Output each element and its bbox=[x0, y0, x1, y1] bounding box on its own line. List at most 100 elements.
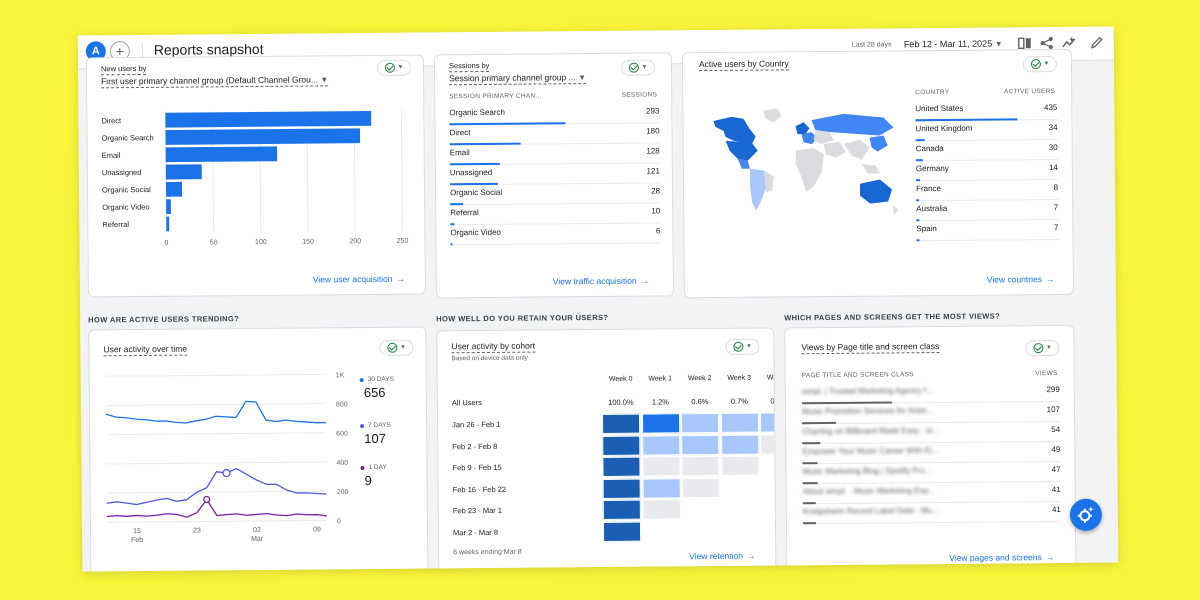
view-pages-link[interactable]: View pages and screens → bbox=[949, 552, 1054, 563]
compare-check-button[interactable]: ▼ bbox=[620, 59, 656, 76]
view-user-acquisition-link[interactable]: View user acquisition → bbox=[313, 274, 405, 285]
cohort-cell[interactable] bbox=[602, 499, 641, 520]
category-label: Organic Video bbox=[102, 202, 149, 211]
table-row[interactable]: Kneipsheim Record Label Debt - Mu... 41 bbox=[802, 501, 1061, 525]
dimension-selector[interactable]: Session primary channel group ... ▼ bbox=[449, 72, 587, 86]
hover-point bbox=[222, 468, 231, 478]
all-users-value: 1.2% bbox=[651, 397, 669, 407]
cohort-cell[interactable] bbox=[641, 413, 680, 434]
cohort-cell[interactable] bbox=[720, 434, 759, 455]
gridline bbox=[105, 373, 326, 377]
cohort-label: Feb 2 - Feb 8 bbox=[452, 441, 498, 451]
compare-check-button[interactable]: ▼ bbox=[1022, 55, 1058, 73]
view-traffic-acquisition-link[interactable]: View traffic acquisition → bbox=[553, 276, 649, 287]
gridline bbox=[400, 109, 403, 231]
cohort-cell[interactable] bbox=[642, 477, 681, 499]
table-row[interactable]: Charting on Billboard Made Easy - si... 5… bbox=[802, 421, 1061, 445]
compare-check-button[interactable]: ▼ bbox=[379, 339, 414, 356]
table-row[interactable]: Music Promotion Services for Artist... 10… bbox=[801, 401, 1061, 425]
table-row[interactable]: Organic Video 6 bbox=[450, 223, 661, 246]
row-bar bbox=[916, 239, 920, 242]
cohort-cell[interactable] bbox=[602, 521, 642, 542]
table-row[interactable]: Referral 10 bbox=[450, 203, 661, 226]
edit-icon[interactable] bbox=[1090, 36, 1104, 50]
cohort-cell[interactable] bbox=[602, 435, 641, 456]
table-row[interactable]: Spain 7 bbox=[916, 219, 1059, 242]
row-bar bbox=[450, 243, 453, 246]
chevron-down-icon: ▼ bbox=[1043, 61, 1050, 68]
table-row[interactable]: simpl. | Trusted Marketing Agency f... 29… bbox=[801, 381, 1060, 405]
table-row[interactable]: Direct 180 bbox=[449, 123, 660, 146]
bar-organic-video bbox=[166, 199, 171, 215]
compare-icon[interactable] bbox=[1018, 36, 1032, 50]
row-label: Kneipsheim Record Label Debt - Mu... bbox=[802, 506, 939, 517]
row-value: 180 bbox=[646, 126, 660, 136]
cohort-cell[interactable] bbox=[681, 455, 720, 477]
table-row[interactable]: France 8 bbox=[915, 179, 1059, 202]
cohort-cell[interactable] bbox=[641, 456, 681, 477]
y-tick-label: 0 bbox=[337, 518, 341, 525]
compare-check-button[interactable]: ▼ bbox=[1025, 339, 1060, 357]
x-tick-sublabel: Mar bbox=[251, 536, 264, 543]
cohort-cell[interactable] bbox=[681, 434, 720, 455]
compare-check-button[interactable]: ▼ bbox=[725, 338, 760, 355]
cohort-cell[interactable] bbox=[760, 433, 777, 455]
cohort-label: Mar 2 - Mar 8 bbox=[452, 527, 499, 537]
cohort-label: Feb 16 - Feb 22 bbox=[452, 484, 507, 494]
retention-card: User activity by cohort Based on device … bbox=[436, 327, 777, 572]
table-row[interactable]: Unassigned 121 bbox=[449, 163, 660, 186]
view-retention-link[interactable]: View retention → bbox=[689, 551, 755, 562]
y-tick-label: 400 bbox=[336, 460, 348, 467]
category-label: Direct bbox=[101, 116, 122, 125]
check-circle-icon bbox=[732, 341, 743, 352]
gridline bbox=[259, 110, 262, 233]
dimension-selector[interactable]: First user primary channel group (Defaul… bbox=[101, 74, 329, 89]
table-row[interactable]: Music Marketing Blog | Spotify Pro... 47 bbox=[802, 461, 1061, 485]
row-value: 7 bbox=[1053, 202, 1059, 213]
row-value: 34 bbox=[1048, 122, 1058, 133]
cohort-cell[interactable] bbox=[720, 412, 759, 433]
table-row[interactable]: About simpl. - Music Marketing Exp... 41 bbox=[802, 481, 1061, 505]
card-title: Sessions by bbox=[448, 60, 490, 73]
cohort-cell[interactable] bbox=[759, 412, 777, 433]
table-row[interactable]: Empower Your Music Career With El... 49 bbox=[802, 441, 1061, 465]
table-row[interactable]: Canada 30 bbox=[915, 139, 1058, 162]
cohort-cell[interactable] bbox=[681, 477, 720, 498]
card-title: User activity by cohort bbox=[451, 340, 536, 354]
cohort-cell[interactable] bbox=[602, 478, 641, 499]
cohort-cell[interactable] bbox=[602, 413, 641, 434]
insights-icon[interactable] bbox=[1062, 36, 1076, 50]
table-row[interactable]: Email 128 bbox=[449, 143, 660, 166]
table-row[interactable]: Germany 14 bbox=[915, 159, 1058, 182]
cohort-label: Jan 26 - Feb 1 bbox=[452, 419, 501, 430]
cohort-cell[interactable] bbox=[602, 456, 641, 477]
cohort-cell[interactable] bbox=[642, 499, 681, 520]
legend-name: 30 DAYS bbox=[367, 375, 394, 384]
chevron-down-icon: ▼ bbox=[641, 64, 648, 71]
date-range-picker[interactable]: Feb 12 - Mar 11, 2025 ▼ bbox=[904, 38, 1003, 50]
cohort-cell[interactable] bbox=[681, 412, 720, 434]
date-label: Last 28 days bbox=[851, 41, 892, 49]
x-tick-label: 200 bbox=[349, 238, 361, 245]
category-label: Email bbox=[102, 151, 121, 160]
category-label: Unassigned bbox=[102, 168, 142, 177]
x-tick-label: 02 bbox=[253, 527, 261, 534]
top-bar: A + Reports snapshot Last 28 days Feb 12… bbox=[77, 26, 1114, 70]
row-value: 435 bbox=[1043, 102, 1058, 113]
compare-check-button[interactable]: ▼ bbox=[376, 59, 412, 76]
row-value: 28 bbox=[651, 186, 661, 196]
table-row[interactable]: United Kingdom 34 bbox=[915, 119, 1058, 142]
card-title: Views by Page title and screen class bbox=[801, 341, 940, 355]
ai-insights-button[interactable] bbox=[1069, 498, 1103, 531]
view-countries-link[interactable]: View countries → bbox=[987, 274, 1055, 285]
table-row[interactable]: Organic Social 28 bbox=[450, 183, 661, 206]
row-label: Spain bbox=[916, 224, 937, 234]
cohort-cell[interactable] bbox=[720, 455, 760, 476]
share-icon[interactable] bbox=[1040, 36, 1054, 50]
table-row[interactable]: Organic Search 293 bbox=[449, 103, 660, 126]
table-row[interactable]: Australia 7 bbox=[916, 199, 1059, 222]
table-row[interactable]: United States 435 bbox=[915, 99, 1058, 122]
cohort-cell[interactable] bbox=[641, 434, 680, 456]
check-circle-icon bbox=[384, 62, 395, 73]
